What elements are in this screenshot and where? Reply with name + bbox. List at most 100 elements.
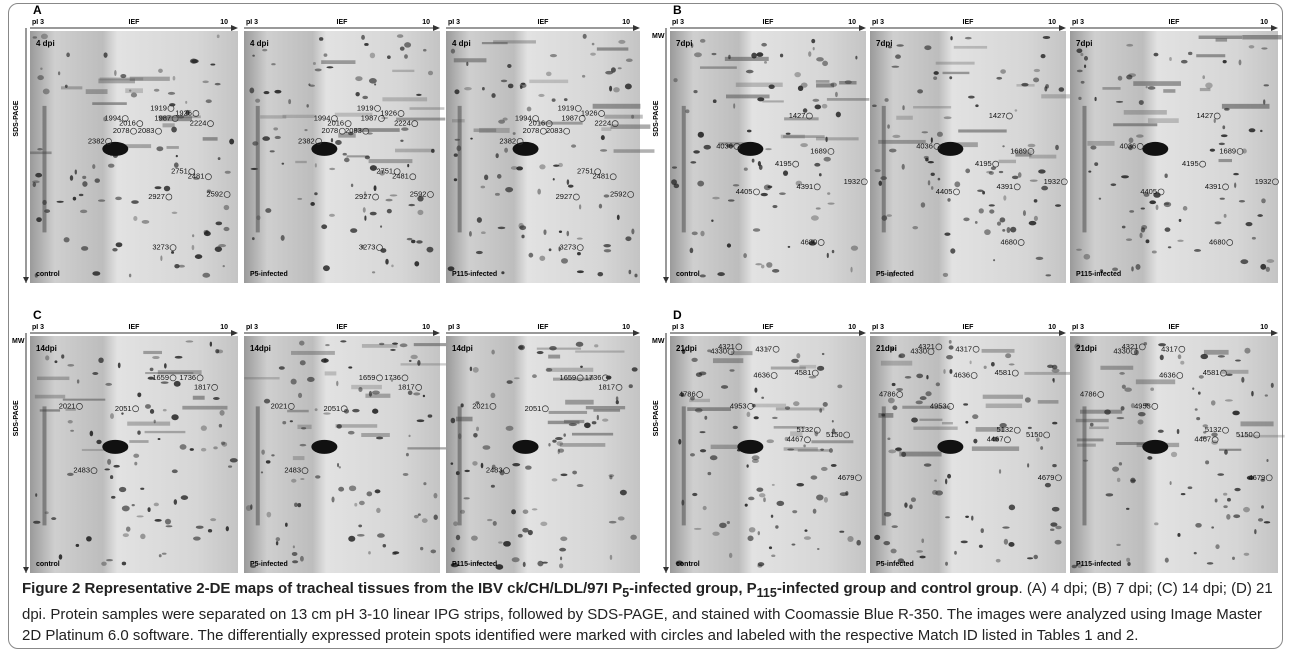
gel-streak (826, 98, 870, 101)
gel-spot (968, 95, 975, 99)
spot-id: 5132 (797, 425, 814, 434)
axis-label: pI 3 (672, 19, 684, 26)
gel-spot (902, 105, 905, 111)
gel-spot (147, 507, 151, 513)
gel-spot (180, 495, 189, 500)
gel-spot (996, 76, 1003, 80)
gel-spot (757, 531, 761, 536)
gel-spot (1033, 199, 1038, 203)
gel-streak (601, 127, 612, 131)
spot-marker (1043, 431, 1050, 439)
gel-spot (791, 358, 799, 364)
spot-id: 4953 (930, 401, 947, 410)
gel-spot (103, 116, 107, 122)
gel-spot (392, 551, 397, 555)
gel-spot (717, 272, 725, 277)
gel-spot (743, 167, 748, 171)
gel-spot (191, 244, 195, 251)
gel-spot (965, 168, 971, 174)
gel-streak (902, 405, 951, 409)
gel-spot (926, 375, 929, 380)
gel-spot (1263, 99, 1266, 105)
gel-spot (82, 181, 88, 187)
spot-marker (1220, 369, 1227, 377)
spot-marker (1013, 426, 1021, 434)
caption: Figure 2 Representative 2-DE maps of tra… (22, 578, 1277, 646)
gel-spot (1133, 349, 1139, 356)
spot-marker (947, 403, 954, 410)
spot-id: 2483 (284, 466, 301, 475)
gel-spot (603, 249, 612, 253)
spot-id: 4405 (1140, 187, 1157, 196)
gel-spot (385, 258, 389, 265)
gel-spot (306, 104, 309, 108)
gel-spot (1251, 390, 1254, 397)
gel-spot (1000, 69, 1006, 74)
gel-spot (32, 182, 37, 188)
gel-spot (937, 177, 941, 181)
gel-spot (556, 441, 564, 446)
spot-marker (409, 173, 417, 181)
gel-spot (559, 556, 563, 561)
gel-spot (1205, 460, 1210, 465)
gel-streak (324, 371, 337, 376)
gel-spot (96, 439, 102, 445)
gel-spot (822, 60, 829, 67)
axis-label: 10 (1048, 324, 1056, 331)
gel-spot (998, 469, 1002, 474)
gel-spot (1193, 249, 1202, 252)
gel-spot (552, 177, 555, 181)
gel-spot (1187, 486, 1193, 490)
gel-spot (519, 82, 527, 88)
spot-id: 4679 (838, 473, 855, 482)
gel-spot (770, 514, 774, 518)
gel-spot (1193, 551, 1197, 555)
gel-streak (604, 114, 643, 119)
gel-streak (166, 146, 179, 149)
spot-marker (207, 120, 214, 127)
gel-spot (794, 71, 801, 78)
spot-id: 1817 (598, 382, 615, 391)
gel-streak (941, 422, 953, 425)
gel-spot (969, 360, 972, 365)
gel-spot (225, 526, 229, 532)
gel-spot (413, 514, 419, 519)
gel-spot (480, 185, 486, 189)
gel-image (670, 31, 870, 283)
gel-streak (539, 121, 583, 125)
gel-spot (133, 215, 138, 221)
gel-spot (174, 355, 183, 359)
gel-spot (933, 76, 938, 80)
gel-spot (1083, 64, 1087, 69)
gel-spot (525, 465, 532, 470)
gel-spot (1147, 456, 1153, 460)
gel-spot (390, 377, 394, 382)
gel-spot (1112, 267, 1119, 272)
gel-spot (796, 353, 801, 359)
gel-spot (115, 196, 122, 201)
gel-streak (1029, 154, 1057, 159)
spot-id: 2078 (523, 126, 540, 135)
gel-spot (578, 204, 582, 210)
gel-spot (358, 500, 365, 506)
gel-spot (1143, 341, 1148, 346)
gel-spot (758, 493, 766, 498)
gel-spot (210, 518, 217, 522)
gel-image (30, 31, 238, 283)
gel-spot (826, 252, 829, 259)
spot-marker (1222, 183, 1229, 191)
gel-spot (282, 421, 287, 425)
gel-spot (364, 191, 367, 197)
spot-id: 4321 (718, 342, 735, 351)
spot-marker (772, 345, 780, 353)
gel-spot (192, 536, 201, 541)
gel-spot (935, 490, 944, 496)
gel-spot (673, 183, 680, 189)
gel-spot (582, 74, 586, 78)
gel-streak (129, 440, 149, 443)
gel-image (670, 336, 866, 573)
spot-id: 2751 (376, 167, 393, 176)
gel-spot (361, 244, 365, 249)
gel-streak (553, 377, 591, 381)
gel-spot (326, 66, 334, 69)
